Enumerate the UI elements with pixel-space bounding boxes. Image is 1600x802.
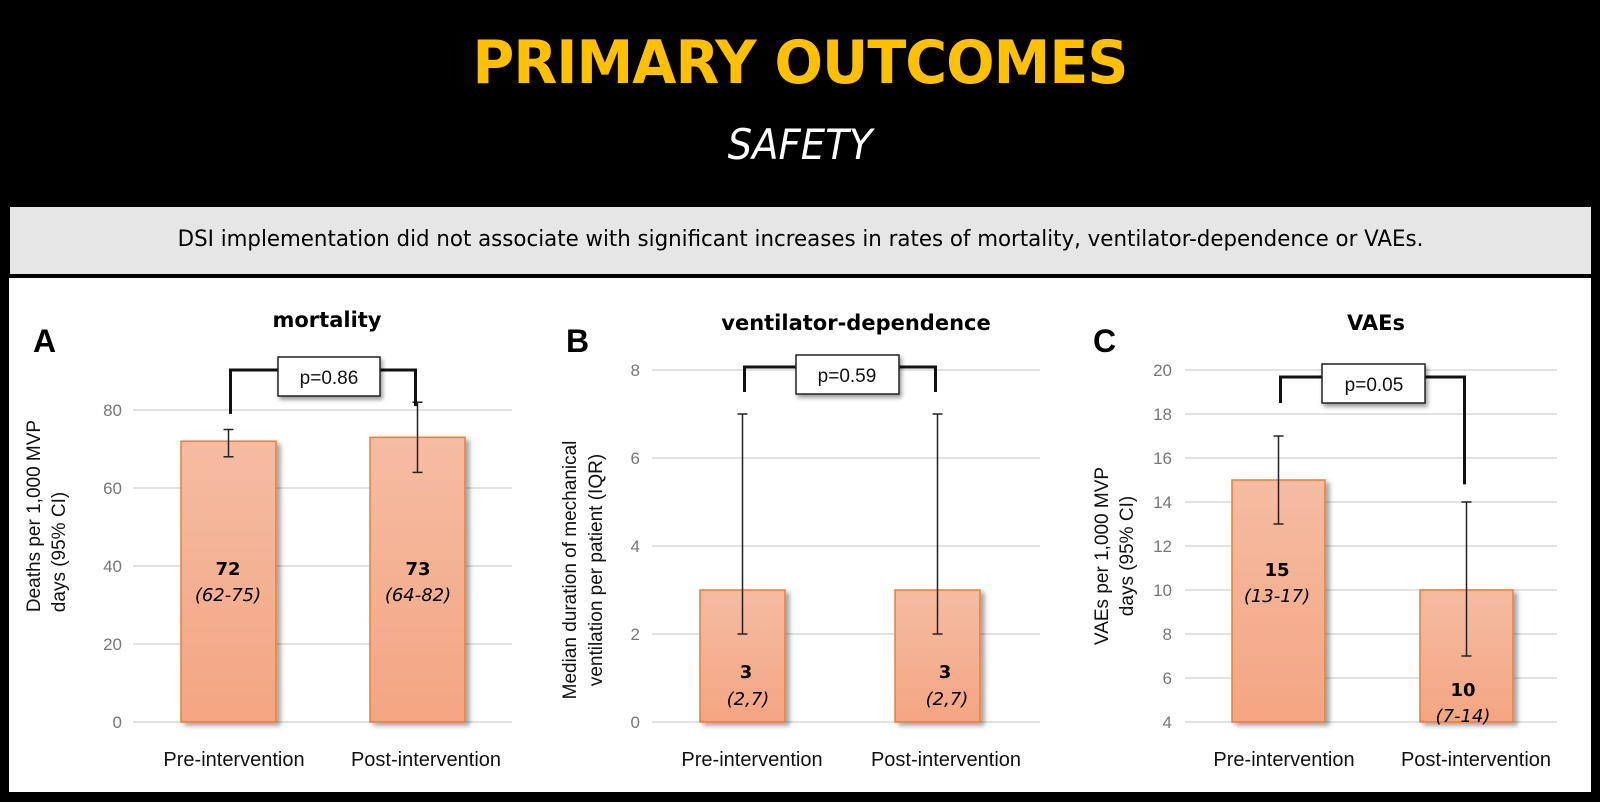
- y-tick-label: 10: [1153, 581, 1172, 600]
- chart-ventilator-dependence: B ventilator-dependence Median duration …: [560, 311, 1040, 771]
- error-bar: [1273, 435, 1284, 525]
- p-value: p=0.86: [300, 368, 359, 389]
- y-tick-label: 12: [1153, 537, 1172, 556]
- y-tick-label: 14: [1153, 493, 1172, 512]
- bar-value-label: 72: [215, 559, 240, 580]
- bar-interval-label: (64-82): [385, 585, 451, 606]
- y-tick-label: 0: [113, 713, 122, 732]
- y-tick-label: 40: [103, 557, 122, 576]
- y-axis-label-line1: Median duration of mechanical: [560, 441, 581, 700]
- chart-title: VAEs: [1347, 311, 1405, 335]
- slide-title: PRIMARY OUTCOMES: [472, 28, 1128, 98]
- x-tick-label: Post-intervention: [351, 749, 501, 771]
- y-tick-label: 2: [631, 625, 640, 644]
- bar-interval-label: (13-17): [1244, 586, 1310, 607]
- bar-interval-label: (2,7): [926, 689, 969, 710]
- summary-text: DSI implementation did not associate wit…: [177, 227, 1424, 252]
- x-tick-label: Pre-intervention: [681, 749, 822, 771]
- y-tick-label: 20: [103, 635, 122, 654]
- bar-value-label: 10: [1450, 680, 1475, 701]
- y-axis-label-line1: VAEs per 1,000 MVP: [1092, 467, 1113, 645]
- p-value-box-frame: [795, 354, 900, 395]
- error-bar: [223, 428, 234, 458]
- bar-interval-label: (7-14): [1436, 706, 1491, 727]
- panel-letter: A: [33, 323, 56, 359]
- bar-value-label: 15: [1264, 560, 1289, 581]
- p-value-box-frame: [277, 356, 381, 397]
- x-tick-label: Post-intervention: [1401, 749, 1551, 771]
- bar: [180, 440, 277, 723]
- y-tick-label: 8: [1163, 625, 1172, 644]
- error-bar: [1461, 501, 1472, 657]
- y-axis-label-line2: days (95% CI): [1117, 496, 1138, 616]
- x-tick-label: Pre-intervention: [163, 749, 304, 771]
- p-value-box: p=0.59: [795, 354, 900, 395]
- p-value: p=0.05: [1345, 375, 1404, 396]
- y-tick-label: 8: [631, 361, 640, 380]
- y-axis-label-line1: Deaths per 1,000 MVP: [24, 420, 45, 612]
- y-tick-label: 80: [103, 401, 122, 420]
- bar-interval-label: (62-75): [195, 585, 261, 606]
- bar-interval-label: (2,7): [727, 689, 770, 710]
- chart-vaes: C VAEs VAEs per 1,000 MVP days (95% CI) …: [1092, 311, 1557, 771]
- y-tick-label: 20: [1153, 361, 1172, 380]
- x-tick-label: Pre-intervention: [1213, 749, 1354, 771]
- chart-title: ventilator-dependence: [721, 311, 990, 335]
- p-value: p=0.59: [818, 366, 877, 387]
- y-tick-label: 6: [1163, 669, 1172, 688]
- bar-value-label: 3: [740, 662, 753, 683]
- bar: [369, 436, 466, 723]
- chart-mortality: A mortality Deaths per 1,000 MVP days (9…: [24, 308, 512, 771]
- p-value-box: p=0.05: [1321, 363, 1426, 404]
- y-tick-label: 6: [631, 449, 640, 468]
- y-tick-label: 4: [1163, 713, 1172, 732]
- chart-title: mortality: [273, 308, 382, 332]
- y-tick-label: 18: [1153, 405, 1172, 424]
- y-tick-label: 4: [631, 537, 640, 556]
- slide-subtitle: SAFETY: [727, 120, 873, 169]
- panel-letter: B: [566, 323, 589, 359]
- y-tick-label: 60: [103, 479, 122, 498]
- y-axis-label-line2: ventilation per patient (IQR): [586, 454, 607, 686]
- bar-value-label: 73: [405, 559, 430, 580]
- error-bar: [737, 413, 748, 635]
- y-tick-label: 0: [631, 713, 640, 732]
- y-axis-label-line2: days (95% CI): [49, 492, 70, 612]
- summary-banner: DSI implementation did not associate wit…: [10, 207, 1591, 274]
- y-tick-label: 16: [1153, 449, 1172, 468]
- error-bar: [932, 413, 943, 635]
- x-tick-label: Post-intervention: [871, 749, 1021, 771]
- bar-value-label: 3: [939, 662, 952, 683]
- panel-letter: C: [1093, 323, 1116, 359]
- p-value-box-frame: [1321, 363, 1426, 404]
- p-value-box: p=0.86: [277, 356, 381, 397]
